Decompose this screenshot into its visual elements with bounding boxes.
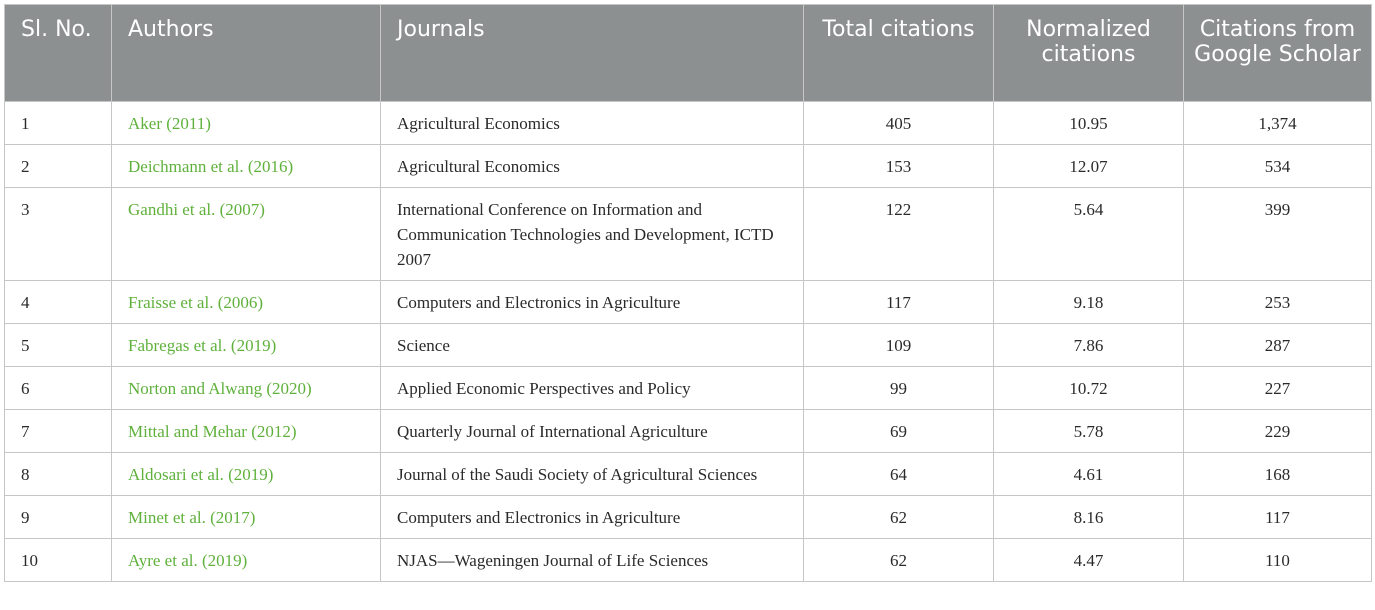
google-scholar-cell: 110 xyxy=(1183,538,1372,582)
author-link[interactable]: Minet et al. (2017) xyxy=(111,495,381,539)
sl-no-cell: 6 xyxy=(4,366,112,410)
google-scholar-cell: 229 xyxy=(1183,409,1372,453)
table-row: 2 Deichmann et al. (2016) Agricultural E… xyxy=(4,144,1372,188)
sl-no-cell: 2 xyxy=(4,144,112,188)
total-citations-cell: 62 xyxy=(803,538,994,582)
google-scholar-cell: 168 xyxy=(1183,452,1372,496)
journal-cell: Science xyxy=(380,323,804,367)
sl-no-cell: 4 xyxy=(4,280,112,324)
total-citations-cell: 405 xyxy=(803,101,994,145)
total-citations-cell: 69 xyxy=(803,409,994,453)
citations-table: Sl. No. Authors Journals Total citations… xyxy=(4,4,1372,582)
sl-no-cell: 7 xyxy=(4,409,112,453)
total-citations-cell: 64 xyxy=(803,452,994,496)
google-scholar-cell: 399 xyxy=(1183,187,1372,281)
journal-cell: Journal of the Saudi Society of Agricult… xyxy=(380,452,804,496)
normalized-citations-cell: 4.47 xyxy=(993,538,1184,582)
total-citations-cell: 99 xyxy=(803,366,994,410)
author-link[interactable]: Fraisse et al. (2006) xyxy=(111,280,381,324)
google-scholar-cell: 287 xyxy=(1183,323,1372,367)
sl-no-cell: 9 xyxy=(4,495,112,539)
journal-cell: Agricultural Economics xyxy=(380,144,804,188)
normalized-citations-cell: 4.61 xyxy=(993,452,1184,496)
table-row: 3 Gandhi et al. (2007) International Con… xyxy=(4,187,1372,281)
author-link[interactable]: Norton and Alwang (2020) xyxy=(111,366,381,410)
journal-cell: Applied Economic Perspectives and Policy xyxy=(380,366,804,410)
table-row: 9 Minet et al. (2017) Computers and Elec… xyxy=(4,495,1372,539)
normalized-citations-cell: 10.72 xyxy=(993,366,1184,410)
total-citations-cell: 122 xyxy=(803,187,994,281)
google-scholar-cell: 253 xyxy=(1183,280,1372,324)
table-header: Sl. No. Authors Journals Total citations… xyxy=(4,4,1372,102)
table-row: 4 Fraisse et al. (2006) Computers and El… xyxy=(4,280,1372,324)
google-scholar-cell: 1,374 xyxy=(1183,101,1372,145)
author-link[interactable]: Deichmann et al. (2016) xyxy=(111,144,381,188)
table-row: 6 Norton and Alwang (2020) Applied Econo… xyxy=(4,366,1372,410)
google-scholar-cell: 227 xyxy=(1183,366,1372,410)
google-scholar-cell: 117 xyxy=(1183,495,1372,539)
author-link[interactable]: Aker (2011) xyxy=(111,101,381,145)
header-total-citations: Total citations xyxy=(803,4,994,102)
total-citations-cell: 153 xyxy=(803,144,994,188)
normalized-citations-cell: 5.78 xyxy=(993,409,1184,453)
normalized-citations-cell: 7.86 xyxy=(993,323,1184,367)
sl-no-cell: 10 xyxy=(4,538,112,582)
table-row: 5 Fabregas et al. (2019) Science 109 7.8… xyxy=(4,323,1372,367)
journal-cell: NJAS—Wageningen Journal of Life Sciences xyxy=(380,538,804,582)
table-row: 7 Mittal and Mehar (2012) Quarterly Jour… xyxy=(4,409,1372,453)
normalized-citations-cell: 12.07 xyxy=(993,144,1184,188)
total-citations-cell: 109 xyxy=(803,323,994,367)
sl-no-cell: 8 xyxy=(4,452,112,496)
journal-cell: Agricultural Economics xyxy=(380,101,804,145)
journal-cell: Quarterly Journal of International Agric… xyxy=(380,409,804,453)
header-authors: Authors xyxy=(111,4,381,102)
journal-cell: Computers and Electronics in Agriculture xyxy=(380,495,804,539)
journal-cell: Computers and Electronics in Agriculture xyxy=(380,280,804,324)
table-row: 10 Ayre et al. (2019) NJAS—Wageningen Jo… xyxy=(4,538,1372,582)
author-link[interactable]: Gandhi et al. (2007) xyxy=(111,187,381,281)
author-link[interactable]: Mittal and Mehar (2012) xyxy=(111,409,381,453)
google-scholar-cell: 534 xyxy=(1183,144,1372,188)
header-sl-no: Sl. No. xyxy=(4,4,112,102)
table-body: 1 Aker (2011) Agricultural Economics 405… xyxy=(4,101,1372,582)
normalized-citations-cell: 9.18 xyxy=(993,280,1184,324)
header-row: Sl. No. Authors Journals Total citations… xyxy=(4,4,1372,102)
header-normalized-citations: Normalized citations xyxy=(993,4,1184,102)
journal-cell: International Conference on Information … xyxy=(380,187,804,281)
table-row: 8 Aldosari et al. (2019) Journal of the … xyxy=(4,452,1372,496)
normalized-citations-cell: 8.16 xyxy=(993,495,1184,539)
author-link[interactable]: Fabregas et al. (2019) xyxy=(111,323,381,367)
header-google-scholar-citations: Citations from Google Scholar xyxy=(1183,4,1372,102)
table-row: 1 Aker (2011) Agricultural Economics 405… xyxy=(4,101,1372,145)
normalized-citations-cell: 5.64 xyxy=(993,187,1184,281)
sl-no-cell: 3 xyxy=(4,187,112,281)
total-citations-cell: 62 xyxy=(803,495,994,539)
author-link[interactable]: Aldosari et al. (2019) xyxy=(111,452,381,496)
header-journals: Journals xyxy=(380,4,804,102)
normalized-citations-cell: 10.95 xyxy=(993,101,1184,145)
total-citations-cell: 117 xyxy=(803,280,994,324)
sl-no-cell: 5 xyxy=(4,323,112,367)
author-link[interactable]: Ayre et al. (2019) xyxy=(111,538,381,582)
sl-no-cell: 1 xyxy=(4,101,112,145)
